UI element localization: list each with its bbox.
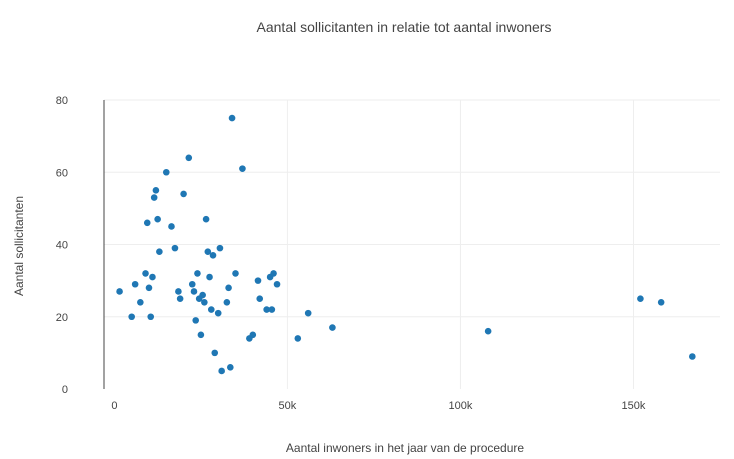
data-point[interactable] bbox=[227, 364, 234, 371]
data-point[interactable] bbox=[206, 273, 213, 281]
data-point[interactable] bbox=[199, 291, 206, 299]
data-point[interactable] bbox=[142, 270, 149, 277]
data-points bbox=[116, 114, 696, 375]
x-tick-label: 50k bbox=[279, 400, 297, 412]
data-point[interactable] bbox=[201, 299, 208, 306]
data-point[interactable] bbox=[188, 280, 196, 288]
y-tick-label: 20 bbox=[56, 312, 68, 324]
y-tick-label: 0 bbox=[62, 384, 68, 396]
data-point[interactable] bbox=[152, 187, 160, 194]
data-point[interactable] bbox=[232, 270, 239, 277]
data-point[interactable] bbox=[484, 327, 492, 335]
data-point[interactable] bbox=[171, 244, 179, 252]
y-tick-label: 80 bbox=[56, 95, 68, 107]
data-point[interactable] bbox=[131, 280, 139, 288]
data-point[interactable] bbox=[194, 270, 201, 277]
data-point[interactable] bbox=[263, 306, 270, 313]
data-point[interactable] bbox=[156, 248, 163, 256]
data-point[interactable] bbox=[254, 277, 262, 284]
data-point[interactable] bbox=[168, 223, 175, 230]
data-point[interactable] bbox=[294, 335, 302, 342]
data-point[interactable] bbox=[197, 331, 205, 339]
y-tick-label: 40 bbox=[56, 240, 68, 252]
data-point[interactable] bbox=[216, 244, 224, 252]
data-point[interactable] bbox=[211, 349, 219, 357]
data-point[interactable] bbox=[147, 313, 155, 321]
data-point[interactable] bbox=[149, 273, 156, 281]
data-point[interactable] bbox=[202, 215, 210, 223]
data-point[interactable] bbox=[239, 165, 246, 172]
data-point[interactable] bbox=[150, 194, 158, 201]
data-point[interactable] bbox=[689, 353, 696, 360]
gridlines bbox=[104, 99, 720, 389]
data-point[interactable] bbox=[256, 295, 264, 302]
data-point[interactable] bbox=[137, 299, 144, 306]
data-point[interactable] bbox=[192, 317, 200, 324]
data-point[interactable] bbox=[223, 299, 231, 306]
data-point[interactable] bbox=[225, 284, 232, 292]
data-point[interactable] bbox=[145, 284, 153, 292]
y-axis-label: Aantal sollicitanten bbox=[12, 196, 26, 296]
x-tick-label: 100k bbox=[449, 400, 473, 412]
data-point[interactable] bbox=[249, 331, 257, 339]
data-point[interactable] bbox=[185, 154, 193, 162]
data-point[interactable] bbox=[162, 168, 170, 176]
data-point[interactable] bbox=[228, 114, 236, 122]
data-point[interactable] bbox=[175, 288, 182, 295]
data-point[interactable] bbox=[304, 309, 312, 317]
x-axis-label: Aantal inwoners in het jaar van de proce… bbox=[286, 441, 524, 455]
data-point[interactable] bbox=[218, 367, 225, 375]
data-point[interactable] bbox=[180, 190, 187, 198]
data-point[interactable] bbox=[268, 306, 276, 313]
data-point[interactable] bbox=[204, 248, 212, 256]
data-point[interactable] bbox=[143, 219, 151, 227]
chart-title: Aantal sollicitanten in relatie tot aant… bbox=[257, 19, 552, 35]
data-point[interactable] bbox=[116, 288, 123, 295]
data-point[interactable] bbox=[270, 270, 277, 277]
data-point[interactable] bbox=[128, 313, 135, 321]
x-tick-label: 0 bbox=[111, 400, 117, 412]
tick-labels: 0 20 40 60 80 0 50k 100k 150k bbox=[56, 95, 646, 412]
data-point[interactable] bbox=[214, 309, 222, 317]
y-tick-label: 60 bbox=[56, 167, 68, 179]
data-point[interactable] bbox=[637, 295, 644, 302]
data-point[interactable] bbox=[657, 299, 665, 306]
data-point[interactable] bbox=[209, 252, 217, 259]
x-tick-label: 150k bbox=[622, 400, 646, 412]
data-point[interactable] bbox=[154, 215, 161, 223]
data-point[interactable] bbox=[176, 295, 184, 302]
data-point[interactable] bbox=[207, 306, 215, 313]
data-point[interactable] bbox=[329, 324, 336, 331]
data-point[interactable] bbox=[190, 288, 198, 295]
data-point[interactable] bbox=[273, 280, 281, 288]
